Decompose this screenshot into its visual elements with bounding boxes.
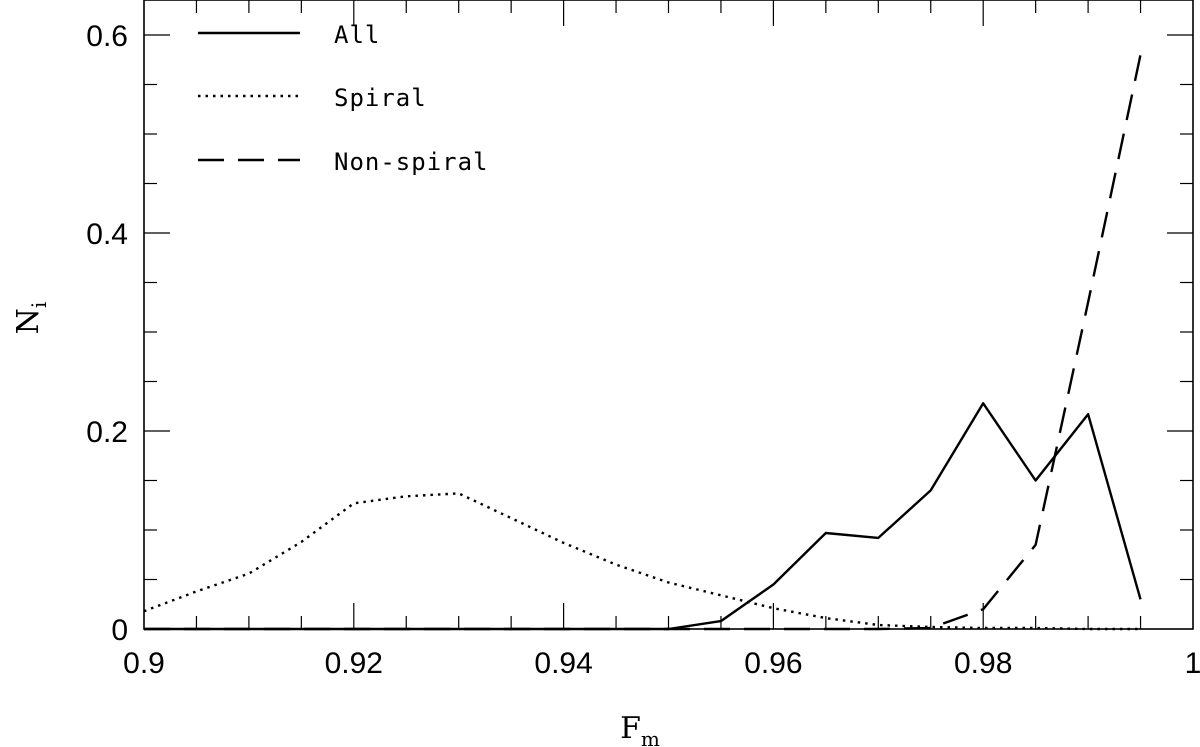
tick-labels: 0.9 0.92 0.94 0.96 0.98 1 0 0.2 0.4 0.6 [86, 20, 1200, 680]
x-axis-label-sub: m [641, 727, 660, 747]
x-tick-label: 0.94 [534, 647, 592, 680]
series-line-spiral [143, 492, 1141, 631]
x-axis-label-main: F [620, 711, 641, 746]
series-lines [143, 54, 1142, 631]
y-axis-label-sub: i [27, 302, 51, 308]
y-tick-label: 0.2 [86, 416, 128, 449]
y-axis-label-main: N [11, 308, 46, 334]
series-line-non-spiral [144, 54, 1142, 631]
series-line-all [144, 402, 1142, 631]
x-tick-label: 0.9 [123, 647, 165, 680]
axis-ticks [144, 0, 1193, 629]
x-tick-label: 0.92 [325, 647, 383, 680]
plot-frame [143, 0, 1194, 630]
legend: All Spiral Non-spiral [198, 21, 489, 176]
y-tick-label: 0.6 [86, 20, 128, 53]
legend-label: Spiral [334, 84, 427, 112]
x-axis-label: Fm [620, 711, 660, 747]
legend-label: All [334, 21, 380, 49]
x-tick-label: 0.96 [744, 647, 802, 680]
x-tick-label: 1 [1185, 647, 1200, 680]
y-axis-label: Ni [11, 302, 51, 335]
legend-label: Non-spiral [334, 148, 489, 176]
y-tick-label: 0.4 [86, 218, 128, 251]
y-tick-label: 0 [111, 614, 128, 647]
x-tick-label: 0.98 [954, 647, 1012, 680]
